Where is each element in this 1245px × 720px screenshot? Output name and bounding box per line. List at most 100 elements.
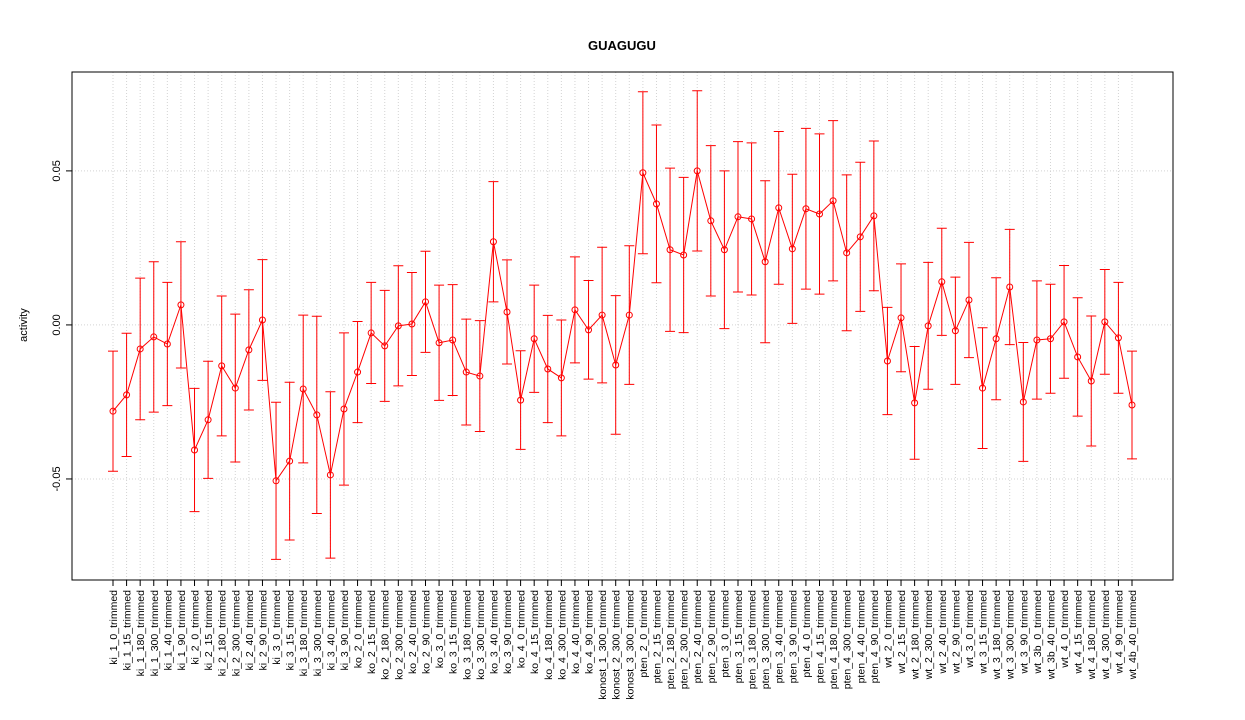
error-bar xyxy=(121,332,132,457)
x-tick-label: wt_2_180_trimmed xyxy=(910,590,922,680)
error-bar xyxy=(624,245,635,385)
point xyxy=(394,322,402,330)
x-tick-label: ko_3_0_trimmed xyxy=(434,590,446,668)
x-tick-label: pten_2_180_trimmed xyxy=(665,590,677,689)
x-tick-label: wt_2_0_trimmed xyxy=(882,590,894,669)
point xyxy=(340,405,348,413)
x-tick-label: wt_2_40_trimmed xyxy=(937,590,949,675)
point xyxy=(829,197,837,205)
error-bar xyxy=(474,320,485,433)
error-bar xyxy=(434,284,445,401)
point xyxy=(503,308,511,316)
x-tick-label: ki_2_300_trimmed xyxy=(230,590,242,677)
error-bar xyxy=(678,176,689,334)
x-tick-label: konost_2_300_trimmed xyxy=(611,590,623,700)
x-tick-label: pten_3_40_trimmed xyxy=(774,590,786,684)
x-tick-label: ko_4_15_trimmed xyxy=(529,590,541,674)
x-tick-label: pten_4_40_trimmed xyxy=(855,590,867,684)
x-tick-label: pten_2_0_trimmed xyxy=(638,590,650,678)
error-bar xyxy=(719,170,730,330)
point xyxy=(1060,318,1068,326)
error-bar xyxy=(868,140,879,292)
error-bar xyxy=(583,280,594,380)
x-tick-label: ko_4_180_trimmed xyxy=(543,590,555,680)
point xyxy=(748,215,756,223)
point xyxy=(476,372,484,380)
chart-title: GUAGUGU xyxy=(588,38,656,53)
point xyxy=(204,416,212,424)
x-tick-label: ki_3_300_trimmed xyxy=(312,590,324,677)
x-tick-label: ki_1_180_trimmed xyxy=(135,590,147,677)
error-bar xyxy=(338,332,349,486)
x-tick-label: ki_1_90_trimmed xyxy=(176,590,188,671)
error-bar xyxy=(963,241,974,359)
point xyxy=(585,326,593,334)
y-tick-label: 0.00 xyxy=(51,314,63,335)
point xyxy=(299,385,307,393)
error-bar xyxy=(298,314,309,464)
point xyxy=(123,391,131,399)
error-bar xyxy=(610,295,621,435)
error-bar xyxy=(665,167,676,332)
point xyxy=(150,333,158,341)
error-bar xyxy=(1113,281,1124,394)
error-bar xyxy=(909,345,920,460)
point xyxy=(109,407,117,415)
error-bar xyxy=(529,284,540,393)
x-tick-label: ki_3_40_trimmed xyxy=(325,590,337,671)
error-bar xyxy=(1086,315,1097,447)
x-tick-label: pten_3_90_trimmed xyxy=(787,590,799,684)
x-tick-label: ko_3_300_trimmed xyxy=(475,590,487,680)
x-tick-label: ko_2_15_trimmed xyxy=(366,590,378,674)
point xyxy=(979,384,987,392)
error-bar xyxy=(814,133,825,295)
error-bar xyxy=(284,381,295,541)
x-tick-label: konost_3_300_trimmed xyxy=(624,590,636,700)
error-bar xyxy=(461,318,472,426)
x-tick-label: pten_3_15_trimmed xyxy=(733,590,745,684)
x-tick-label: wt_3b_0_trimmed xyxy=(1032,590,1044,675)
x-tick-label: ki_1_0_trimmed xyxy=(108,590,120,665)
point xyxy=(517,396,525,404)
point xyxy=(1101,318,1109,326)
x-tick-label: pten_3_300_trimmed xyxy=(760,590,772,689)
y-tick-label: 0.05 xyxy=(51,160,63,181)
x-tick-label: wt_2_90_trimmed xyxy=(950,590,962,675)
error-bar xyxy=(1072,297,1083,417)
point xyxy=(761,258,769,266)
point xyxy=(652,200,660,208)
x-tick-label: pten_4_0_trimmed xyxy=(801,590,813,678)
x-tick-label: konost_1_300_trimmed xyxy=(597,590,609,700)
x-tick-label: pten_2_90_trimmed xyxy=(706,590,718,684)
point xyxy=(571,306,579,314)
x-tick-label: ko_4_40_trimmed xyxy=(570,590,582,674)
error-bar xyxy=(1099,268,1110,375)
x-tick-label: ko_2_0_trimmed xyxy=(353,590,365,668)
point xyxy=(408,320,416,328)
point xyxy=(720,246,728,254)
point xyxy=(258,316,266,324)
error-bar xyxy=(1127,350,1137,460)
x-tick-label: pten_3_180_trimmed xyxy=(747,590,759,689)
x-tick-label: ki_1_40_trimmed xyxy=(162,590,174,671)
point xyxy=(163,340,171,348)
error-bar xyxy=(488,181,499,303)
x-tick-label: wt_3_0_trimmed xyxy=(964,590,976,669)
point xyxy=(639,169,647,177)
x-tick-label: pten_3_0_trimmed xyxy=(719,590,731,678)
x-tick-label: wt_4_300_trimmed xyxy=(1100,590,1112,680)
x-tick-label: wt_3_15_trimmed xyxy=(978,590,990,675)
error-bar xyxy=(135,277,146,421)
point xyxy=(951,327,959,335)
error-bar xyxy=(175,241,186,369)
error-bar xyxy=(950,276,961,385)
x-tick-label: ki_2_40_trimmed xyxy=(244,590,256,671)
x-tick-label: ko_3_180_trimmed xyxy=(461,590,473,680)
x-tick-label: ki_2_0_trimmed xyxy=(190,590,202,665)
x-tick-label: ko_4_0_trimmed xyxy=(516,590,528,668)
point xyxy=(1046,335,1054,343)
x-tick-label: pten_2_15_trimmed xyxy=(651,590,663,684)
point xyxy=(856,233,864,241)
point xyxy=(1033,336,1041,344)
error-bar xyxy=(216,295,227,437)
